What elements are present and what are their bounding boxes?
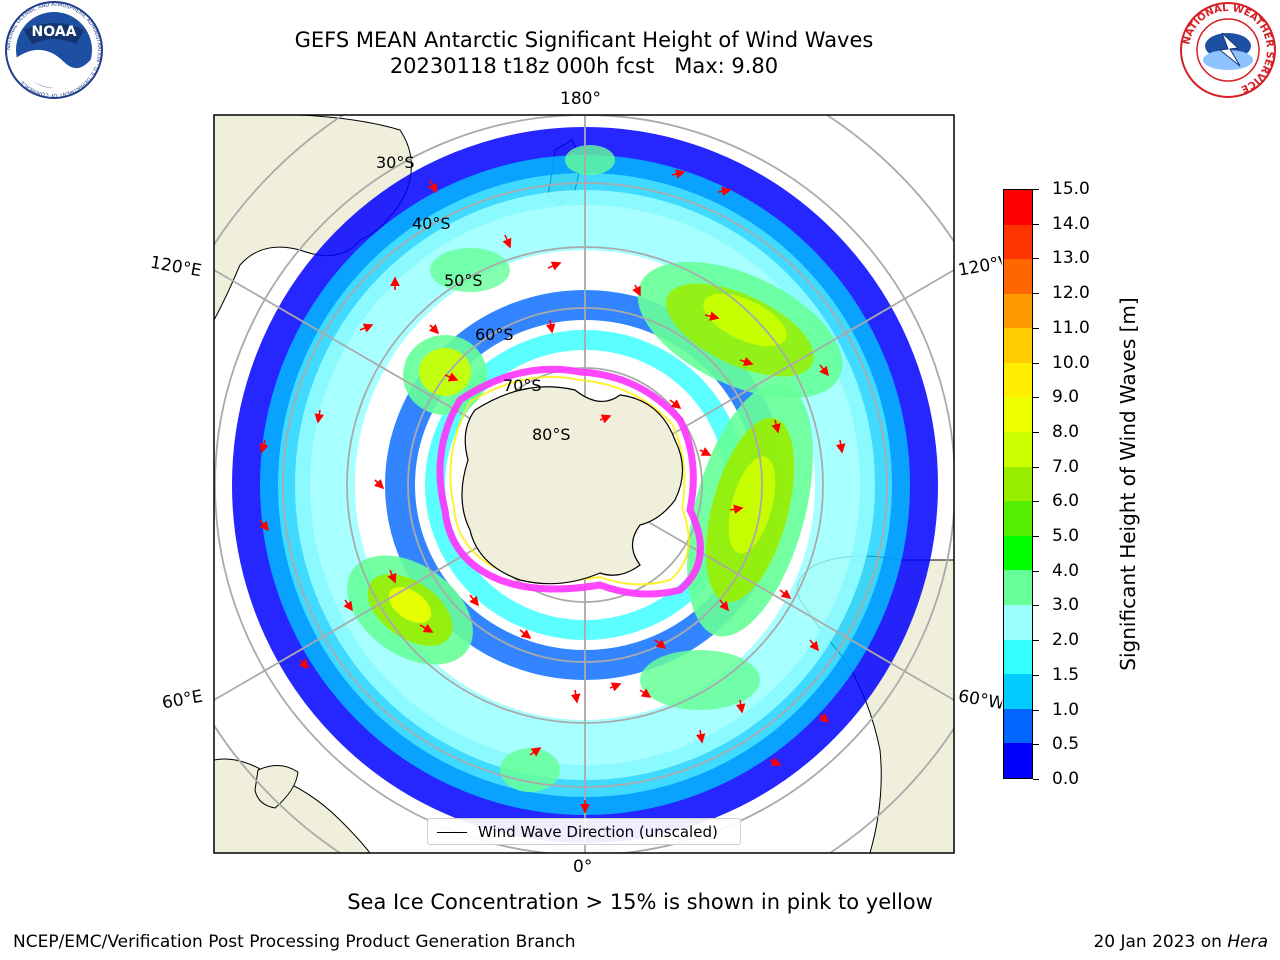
- map-legend: Wind Wave Direction (unscaled): [427, 818, 741, 845]
- colorbar-tick: [1033, 640, 1039, 642]
- colorbar-segment: [1004, 570, 1032, 606]
- colorbar-segment: [1004, 293, 1032, 329]
- colorbar-tick-label: 0.0: [1052, 769, 1080, 789]
- colorbar-segment: [1004, 189, 1032, 225]
- colorbar-tick: [1033, 223, 1039, 225]
- colorbar: [1003, 189, 1033, 779]
- colorbar-segment: [1004, 224, 1032, 260]
- colorbar-tick-label: 6.0: [1052, 491, 1080, 512]
- sea-ice-edge: [436, 365, 704, 598]
- colorbar-segment: [1004, 674, 1032, 709]
- map-frame: [213, 114, 955, 854]
- colorbar-segment: [1004, 501, 1032, 536]
- colorbar-tick: [1033, 293, 1039, 295]
- colorbar-tick: [1033, 570, 1039, 572]
- footer-machine: Hera: [1227, 932, 1268, 952]
- sea-ice-note: Sea Ice Concentration > 15% is shown in …: [347, 890, 933, 914]
- noaa-logo: NOAA NATIONAL OCEANIC AND ATMOSPHERIC AD…: [5, 1, 103, 99]
- land-antarctica: [461, 386, 684, 585]
- colorbar-tick: [1033, 709, 1039, 711]
- colorbar-tick-label: 9.0: [1052, 387, 1080, 408]
- lat-label-30s: 30°S: [376, 153, 415, 172]
- wind-wave-arrows: [259, 169, 846, 814]
- colorbar-tick-label: 15.0: [1052, 179, 1090, 199]
- colorbar-tick-label: 13.0: [1052, 248, 1090, 269]
- colorbar-segment: [1004, 466, 1032, 502]
- colorbar-tick-label: 10.0: [1052, 352, 1090, 373]
- colorbar-segment: [1004, 328, 1032, 363]
- colorbar-tick-label: 8.0: [1052, 421, 1080, 442]
- lat-label-70s: 70°S: [503, 376, 542, 395]
- lon-label-180: 180°: [560, 89, 601, 109]
- colorbar-segment: [1004, 743, 1032, 778]
- colorbar-tick-label: 1.5: [1052, 664, 1080, 685]
- colorbar-tick-label: 2.0: [1052, 630, 1080, 651]
- colorbar-tick: [1033, 744, 1039, 746]
- lat-label-60s: 60°S: [475, 325, 514, 344]
- colorbar-tick: [1033, 189, 1039, 190]
- colorbar-tick-label: 11.0: [1052, 317, 1090, 338]
- land-madagascar: [254, 765, 299, 809]
- colorbar-segment: [1004, 397, 1032, 433]
- nws-logo: NATIONAL WEATHER SERVICE: [1180, 2, 1276, 98]
- colorbar-tick: [1033, 674, 1039, 676]
- colorbar-tick-label: 5.0: [1052, 526, 1080, 547]
- lat-label-80s: 80°S: [532, 425, 571, 444]
- colorbar-tick: [1033, 431, 1039, 433]
- lat-label-50s: 50°S: [444, 271, 483, 290]
- colorbar-title: Significant Height of Wind Waves [m]: [1116, 297, 1140, 671]
- noaa-logo-text: NOAA: [32, 24, 77, 40]
- colorbar-tick-label: 1.0: [1052, 699, 1080, 720]
- footer-date: 20 Jan 2023 on Hera: [1093, 932, 1268, 952]
- legend-line-sample: [437, 832, 467, 833]
- colorbar-tick-label: 12.0: [1052, 283, 1090, 304]
- chart-subtitle: 20230118 t18z 000h fcst Max: 9.80: [389, 54, 779, 78]
- colorbar-tick-label: 14.0: [1052, 213, 1090, 234]
- colorbar-segment: [1004, 708, 1032, 744]
- colorbar-tick: [1033, 362, 1039, 364]
- colorbar-segment: [1004, 432, 1032, 467]
- colorbar-segment: [1004, 605, 1032, 640]
- colorbar-tick: [1033, 779, 1039, 780]
- chart-title: GEFS MEAN Antarctic Significant Height o…: [294, 28, 874, 52]
- colorbar-segment: [1004, 639, 1032, 675]
- footer-date-text: 20 Jan 2023 on: [1093, 932, 1228, 952]
- footer-credit: NCEP/EMC/Verification Post Processing Pr…: [13, 932, 576, 952]
- colorbar-tick: [1033, 501, 1039, 503]
- colorbar-tick: [1033, 466, 1039, 468]
- colorbar-segment: [1004, 362, 1032, 398]
- colorbar-tick-label: 7.0: [1052, 456, 1080, 477]
- lat-label-40s: 40°S: [412, 214, 451, 233]
- colorbar-segment: [1004, 259, 1032, 294]
- colorbar-tick-label: 0.5: [1052, 734, 1080, 755]
- colorbar-tick-label: 3.0: [1052, 595, 1080, 616]
- colorbar-tick: [1033, 397, 1039, 399]
- colorbar-tick: [1033, 605, 1039, 607]
- colorbar-tick-label: 4.0: [1052, 560, 1080, 581]
- lon-label-0: 0°: [573, 857, 593, 877]
- colorbar-tick: [1033, 327, 1039, 329]
- colorbar-tick: [1033, 536, 1039, 538]
- colorbar-segment: [1004, 535, 1032, 571]
- legend-label: Wind Wave Direction (unscaled): [478, 823, 718, 841]
- land-africa: [214, 758, 371, 853]
- colorbar-tick: [1033, 258, 1039, 260]
